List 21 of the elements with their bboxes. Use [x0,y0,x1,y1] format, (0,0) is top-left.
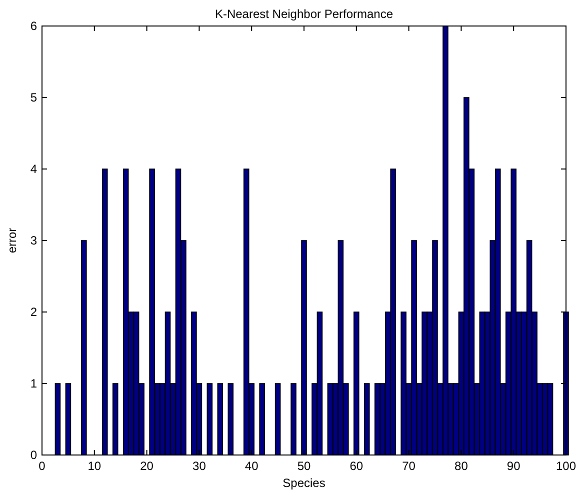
x-tick-label: 40 [244,459,259,473]
x-axis-title: Species [282,476,326,490]
x-tick-label: 50 [297,459,311,473]
x-tick-label: 70 [402,459,416,473]
y-tick-label: 1 [30,376,38,390]
x-tick-label: 100 [556,459,576,473]
x-tick-label: 80 [454,459,468,473]
y-tick-label: 6 [30,19,38,33]
y-tick-label: 4 [30,162,38,176]
x-tick-label: 30 [192,459,206,473]
y-tick-label: 0 [30,448,38,462]
x-tick-label: 0 [38,459,46,473]
y-axis-title: error [5,228,19,254]
x-tick-label: 10 [88,459,102,473]
x-tick-label: 60 [350,459,364,473]
y-tick-label: 5 [30,90,38,104]
x-tick-label: 20 [140,459,154,473]
x-tick-label: 90 [506,459,521,473]
y-tick-label: 3 [30,234,38,248]
y-tick-label: 2 [30,305,38,319]
chart-title: K-Nearest Neighbor Performance [214,7,394,21]
